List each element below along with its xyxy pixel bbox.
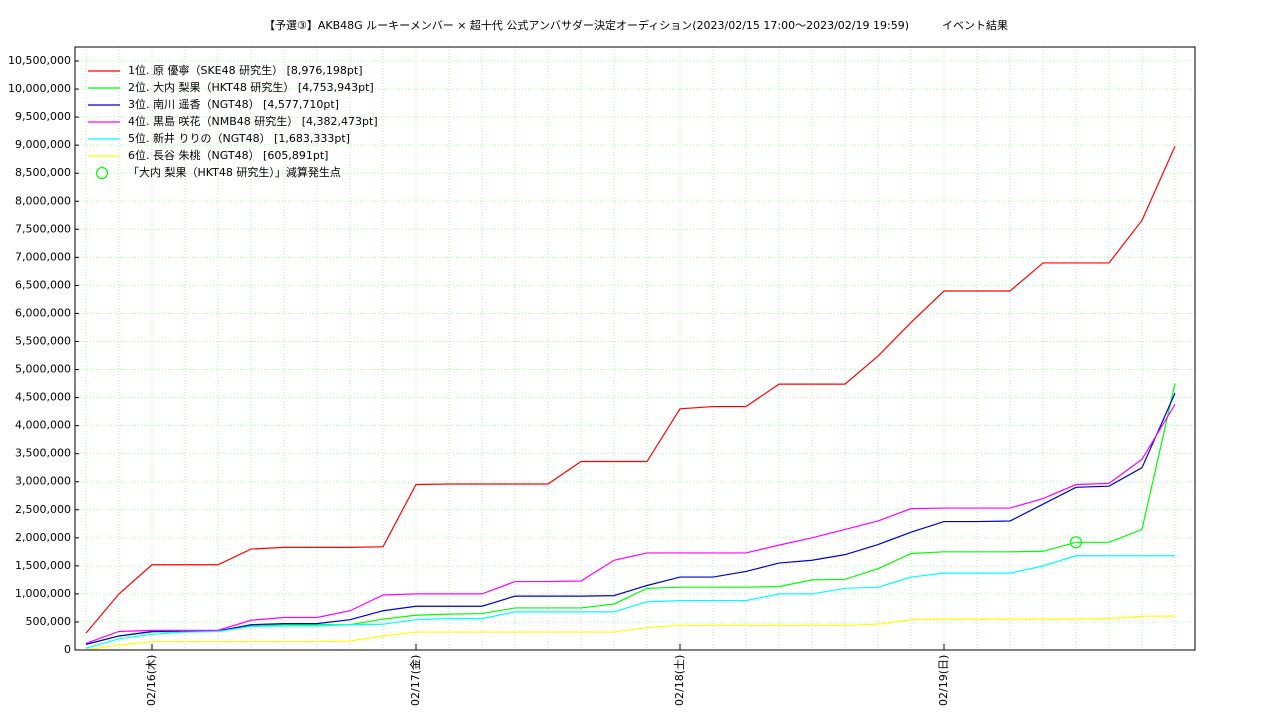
y-tick-label: 9,000,000 — [15, 138, 71, 151]
y-tick-label: 3,000,000 — [15, 475, 71, 488]
y-tick-label: 4,000,000 — [15, 419, 71, 432]
y-tick-label: 4,500,000 — [15, 391, 71, 404]
y-tick-label: 10,000,000 — [8, 82, 71, 95]
y-tick-label: 500,000 — [26, 615, 72, 628]
y-tick-label: 1,500,000 — [15, 559, 71, 572]
legend-marker — [95, 166, 109, 180]
series-line — [85, 615, 1176, 651]
y-tick-label: 6,500,000 — [15, 278, 71, 291]
chart-title: 【予選③】AKB48G ルーキーメンバー × 超十代 公式アンバサダー決定オーデ… — [264, 18, 1008, 32]
legend-label: 「大内 梨果（HKT48 研究生）」減算発生点 — [128, 165, 341, 179]
series-line — [85, 392, 1176, 645]
marker — [1069, 536, 1083, 549]
y-tick-label: 0 — [64, 643, 71, 656]
legend-label: 1位. 原 優寧（SKE48 研究生） [8,976,198pt] — [128, 63, 363, 77]
y-tick-label: 7,500,000 — [15, 222, 71, 235]
series-line — [85, 404, 1176, 644]
y-tick-label: 9,500,000 — [15, 110, 71, 123]
y-tick-label: 6,000,000 — [15, 306, 71, 319]
legend-label: 6位. 長谷 朱桃（NGT48） [605,891pt] — [128, 148, 328, 162]
y-tick-label: 2,500,000 — [15, 503, 71, 516]
y-tick-label: 5,000,000 — [15, 363, 71, 376]
y-tick-label: 8,000,000 — [15, 194, 71, 207]
legend-label: 2位. 大内 梨果（HKT48 研究生） [4,753,943pt] — [128, 80, 374, 94]
series-line — [85, 146, 1176, 634]
y-tick-label: 5,500,000 — [15, 334, 71, 347]
legend-label: 4位. 黒島 咲花（NMB48 研究生） [4,382,473pt] — [128, 114, 378, 128]
x-tick-label: 02/16(木) — [145, 655, 158, 706]
y-tick-label: 2,000,000 — [15, 531, 71, 544]
x-tick-label: 02/18(土) — [673, 655, 686, 706]
y-tick-label: 3,500,000 — [15, 447, 71, 460]
y-tick-label: 10,500,000 — [8, 54, 71, 67]
y-tick-label: 7,000,000 — [15, 250, 71, 263]
plot-frame — [74, 46, 1196, 651]
y-tick-label: 1,000,000 — [15, 587, 71, 600]
legend-label: 5位. 新井 りりの（NGT48） [1,683,333pt] — [128, 131, 350, 145]
legend-label: 3位. 南川 遥香（NGT48） [4,577,710pt] — [128, 97, 339, 111]
x-tick-label: 02/17(金) — [408, 655, 422, 706]
series-line — [85, 383, 1176, 645]
x-tick-label: 02/19(日) — [937, 655, 950, 706]
series-line — [85, 555, 1175, 649]
y-tick-label: 8,500,000 — [15, 166, 71, 179]
